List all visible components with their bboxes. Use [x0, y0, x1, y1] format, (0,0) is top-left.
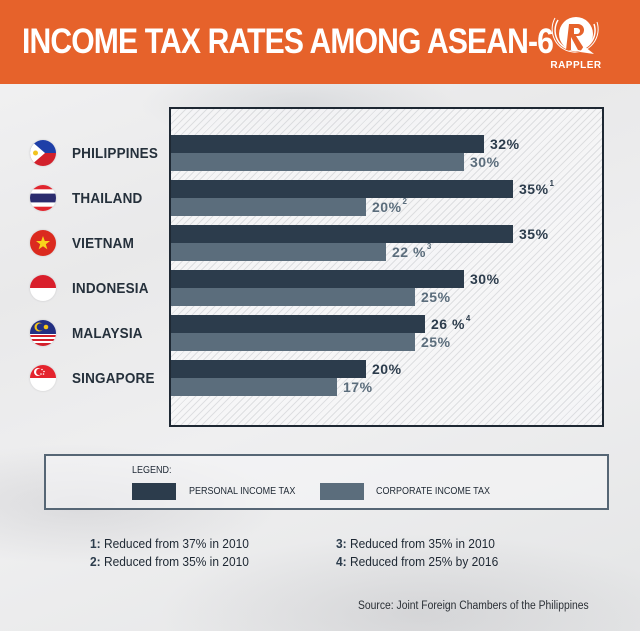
bar-personal-thailand [171, 180, 513, 198]
thailand-flag-icon [30, 185, 56, 211]
country-label-indonesia: INDONESIA [30, 274, 157, 302]
malaysia-flag-icon [30, 320, 56, 346]
singapore-flag-icon [30, 365, 56, 391]
rappler-logo-text: RAPPLER [550, 60, 602, 71]
philippines-flag-icon [30, 140, 56, 166]
value-label-personal: 26 %4 [431, 314, 471, 332]
value-label-corporate: 20%2 [372, 197, 408, 215]
country-name: MALAYSIA [72, 324, 143, 342]
country-name: VIETNAM [72, 234, 135, 252]
value-label-personal: 20% [372, 361, 402, 377]
country-label-thailand: THAILAND [30, 184, 150, 212]
bar-personal-malaysia [171, 315, 425, 333]
indonesia-flag-icon [30, 275, 56, 301]
footnote-marker: 4 [465, 314, 471, 323]
bar-corporate-thailand [171, 198, 366, 216]
footnote-text: Reduced from 25% by 2016 [349, 554, 499, 569]
chart-title: INCOME TAX RATES AMONG ASEAN-6 [22, 22, 554, 61]
legend-title: LEGEND: [132, 465, 172, 476]
bar-corporate-indonesia [171, 288, 415, 306]
value-label-personal: 32% [490, 136, 520, 152]
country-label-vietnam: VIETNAM [30, 229, 141, 257]
bar-corporate-philippines [171, 153, 464, 171]
value-label-corporate: 17% [343, 379, 373, 395]
footnote-marker: 1 [549, 179, 555, 188]
value-label-corporate: 25% [421, 334, 451, 350]
source-credit: Source: Joint Foreign Chambers of the Ph… [358, 600, 589, 612]
bar-corporate-vietnam [171, 243, 386, 261]
footnote-text: Reduced from 35% in 2010 [349, 536, 495, 551]
bar-personal-philippines [171, 135, 484, 153]
value-label-corporate: 22 %3 [392, 242, 432, 260]
value-label-corporate: 25% [421, 289, 451, 305]
bar-personal-vietnam [171, 225, 513, 243]
footnote-marker: 2 [402, 197, 408, 206]
value-label-corporate: 30% [470, 154, 500, 170]
country-name: INDONESIA [72, 279, 149, 297]
legend-swatch-personal [132, 483, 176, 500]
vietnam-flag-icon [30, 230, 56, 256]
legend-swatch-corporate [320, 483, 364, 500]
footnote-text: Reduced from 37% in 2010 [103, 536, 249, 551]
country-label-malaysia: MALAYSIA [30, 319, 151, 347]
value-label-personal: 35%1 [519, 179, 555, 197]
bar-corporate-malaysia [171, 333, 415, 351]
footnote-4: 4: Reduced from 25% by 2016 [336, 554, 498, 569]
footnote-number: 1: [90, 536, 101, 551]
bar-corporate-singapore [171, 378, 337, 396]
footnote-number: 2: [90, 554, 101, 569]
rappler-logo: RAPPLER [548, 12, 604, 76]
value-label-personal: 30% [470, 271, 500, 287]
bar-personal-indonesia [171, 270, 464, 288]
footnote-marker: 3 [426, 242, 432, 251]
legend-label-personal: PERSONAL INCOME TAX [189, 486, 296, 497]
header-banner: INCOME TAX RATES AMONG ASEAN-6 RAPPLER [0, 0, 640, 84]
footnote-1: 1: Reduced from 37% in 2010 [90, 536, 249, 551]
country-name: PHILIPPINES [72, 144, 159, 162]
footnote-text: Reduced from 35% in 2010 [103, 554, 249, 569]
country-label-singapore: SINGAPORE [30, 364, 164, 392]
rappler-logo-icon [551, 17, 599, 54]
footnote-3: 3: Reduced from 35% in 2010 [336, 536, 495, 551]
footnote-number: 4: [336, 554, 347, 569]
country-name: SINGAPORE [72, 369, 155, 387]
footnote-2: 2: Reduced from 35% in 2010 [90, 554, 249, 569]
legend-label-corporate: CORPORATE INCOME TAX [376, 486, 491, 497]
country-name: THAILAND [72, 189, 143, 207]
footnote-number: 3: [336, 536, 347, 551]
legend: LEGEND: PERSONAL INCOME TAX CORPORATE IN… [44, 454, 609, 510]
bar-personal-singapore [171, 360, 366, 378]
value-label-personal: 35% [519, 226, 549, 242]
country-label-philippines: PHILIPPINES [30, 139, 168, 167]
